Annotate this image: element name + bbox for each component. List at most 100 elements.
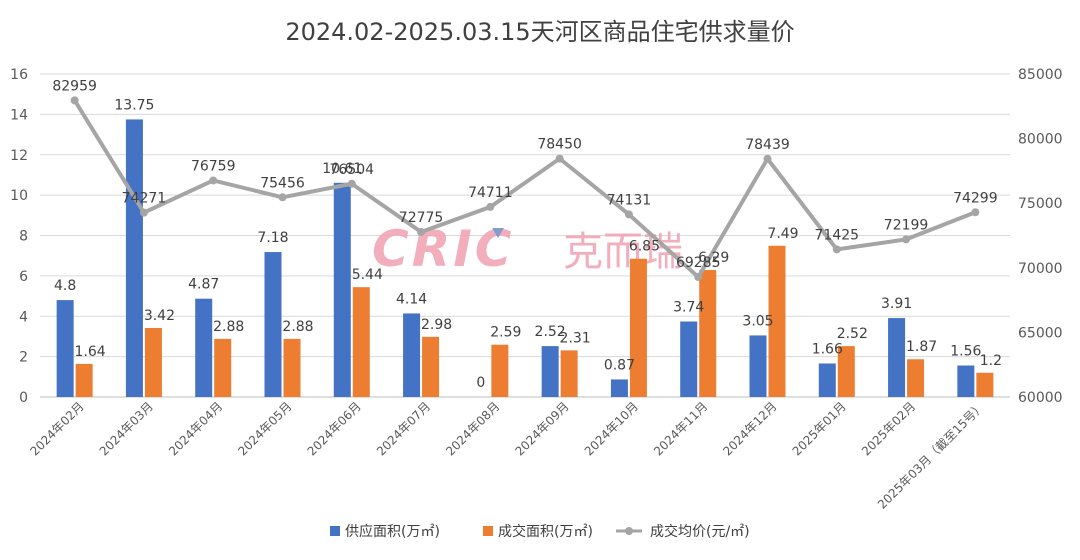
data-label-price: 78439 bbox=[745, 137, 790, 153]
data-label-price: 76504 bbox=[330, 162, 375, 178]
data-label-supply: 3.91 bbox=[881, 296, 912, 312]
data-label-price: 72199 bbox=[884, 217, 929, 233]
bar-layer bbox=[56, 119, 994, 397]
legend-label: 成交均价(元/㎡) bbox=[650, 523, 750, 540]
legend-swatch bbox=[330, 526, 340, 536]
data-label-supply: 0 bbox=[476, 375, 485, 391]
bar-deal bbox=[560, 350, 578, 397]
x-category-label: 2024年06月 bbox=[305, 399, 364, 458]
legend-label: 供应面积(万㎡) bbox=[345, 523, 440, 540]
point-price bbox=[70, 96, 79, 105]
data-label-deal: 1.87 bbox=[906, 339, 937, 355]
point-price bbox=[347, 179, 356, 188]
x-category-label: 2024年08月 bbox=[443, 399, 502, 458]
data-label-price: 69285 bbox=[676, 255, 721, 271]
bar-deal bbox=[629, 258, 647, 397]
bar-supply bbox=[610, 379, 628, 397]
data-label-supply: 3.74 bbox=[673, 299, 704, 315]
data-label-deal: 7.49 bbox=[767, 226, 798, 242]
bar-deal bbox=[352, 287, 370, 397]
data-label-supply: 1.66 bbox=[812, 341, 843, 357]
legend: 供应面积(万㎡) 成交面积(万㎡) 成交均价(元/㎡) bbox=[330, 523, 750, 540]
y-left-tick-label: 0 bbox=[19, 390, 28, 406]
bar-supply bbox=[749, 335, 767, 397]
bar-deal bbox=[283, 338, 301, 397]
point-price bbox=[971, 208, 980, 217]
legend-swatch bbox=[483, 526, 493, 536]
x-category-label: 2024年10月 bbox=[582, 399, 641, 458]
y-right-tick-label: 85000 bbox=[1018, 67, 1063, 83]
y-left-tick-label: 8 bbox=[19, 229, 28, 245]
bar-supply bbox=[680, 321, 698, 397]
point-price bbox=[832, 245, 841, 254]
label-layer: 4.8 13.75 4.87 7.18 10.61 4.14 0 2.52 0.87 3.74 3.… bbox=[52, 78, 1002, 391]
line-layer bbox=[70, 96, 980, 282]
data-label-supply: 10.61 bbox=[322, 161, 362, 177]
x-category-label: 2025年01月 bbox=[790, 399, 849, 458]
x-category-label: 2024年07月 bbox=[374, 399, 433, 458]
bar-deal bbox=[907, 359, 925, 397]
bar-supply bbox=[957, 365, 975, 397]
bar-supply bbox=[888, 318, 906, 397]
bar-supply bbox=[333, 182, 351, 397]
point-price bbox=[139, 208, 148, 217]
bar-deal bbox=[491, 344, 509, 397]
data-label-supply: 4.8 bbox=[54, 278, 76, 294]
y-right-tick-label: 60000 bbox=[1018, 390, 1063, 406]
bar-deal bbox=[699, 270, 717, 397]
y-left-tick-label: 14 bbox=[10, 107, 28, 123]
x-category-label: 2025年02月 bbox=[859, 399, 918, 458]
data-label-price: 82959 bbox=[52, 78, 97, 94]
data-label-deal: 2.98 bbox=[421, 317, 452, 333]
watermark-brand-text: 克而瑞 bbox=[563, 229, 683, 275]
x-category-label: 2024年05月 bbox=[235, 399, 294, 458]
y-right-tick-label: 75000 bbox=[1018, 196, 1063, 212]
y-right-tick-label: 70000 bbox=[1018, 261, 1063, 277]
data-label-price: 74711 bbox=[468, 185, 513, 201]
bar-deal bbox=[75, 363, 93, 397]
watermark-cric-text: CRIC bbox=[372, 220, 515, 278]
legend-item: 供应面积(万㎡) bbox=[330, 523, 440, 540]
data-label-price: 74131 bbox=[607, 192, 652, 208]
y-left-tick-label: 2 bbox=[19, 350, 28, 366]
legend-item: 成交面积(万㎡) bbox=[483, 523, 593, 540]
data-label-deal: 5.44 bbox=[352, 267, 383, 283]
bar-supply bbox=[56, 300, 74, 397]
watermark-layer: CRIC 克而瑞 bbox=[372, 220, 683, 278]
data-label-supply: 13.75 bbox=[114, 97, 154, 113]
x-category-label: 2024年04月 bbox=[166, 399, 225, 458]
bar-deal bbox=[422, 336, 440, 397]
data-label-deal: 1.64 bbox=[75, 344, 106, 360]
grid-layer: 0 2 4 6 8 10 12 14 16 60000 65000 70000 75000 80000 85… bbox=[10, 67, 1062, 512]
data-label-supply: 7.18 bbox=[257, 230, 288, 246]
point-price bbox=[278, 193, 287, 202]
point-price bbox=[417, 227, 426, 236]
data-label-deal: 2.59 bbox=[490, 325, 521, 341]
data-label-deal: 2.52 bbox=[837, 326, 868, 342]
legend-item: 成交均价(元/㎡) bbox=[616, 523, 750, 540]
data-label-deal: 2.88 bbox=[213, 319, 244, 335]
bar-supply bbox=[403, 313, 421, 397]
legend-swatch-marker bbox=[625, 527, 633, 535]
data-label-deal: 1.2 bbox=[980, 353, 1002, 369]
data-label-price: 72775 bbox=[399, 210, 444, 226]
data-label-price: 75456 bbox=[260, 175, 305, 191]
data-label-supply: 4.87 bbox=[188, 277, 219, 293]
y-left-tick-label: 16 bbox=[10, 67, 28, 83]
bar-supply bbox=[541, 346, 559, 397]
y-left-tick-label: 10 bbox=[10, 188, 28, 204]
data-label-price: 71425 bbox=[815, 227, 860, 243]
x-category-label: 2024年11月 bbox=[651, 399, 710, 458]
bar-supply bbox=[264, 252, 282, 397]
bar-deal bbox=[837, 346, 855, 397]
chart-title: 2024.02-2025.03.15天河区商品住宅供求量价 bbox=[285, 18, 794, 46]
data-label-deal: 6.85 bbox=[629, 239, 660, 255]
bar-deal bbox=[214, 338, 232, 397]
y-left-tick-label: 12 bbox=[10, 148, 28, 164]
bar-deal bbox=[768, 245, 786, 397]
data-label-supply: 4.14 bbox=[396, 291, 427, 307]
watermark-logo: CRIC 克而瑞 bbox=[372, 220, 683, 278]
x-category-label: 2024年12月 bbox=[720, 399, 779, 458]
